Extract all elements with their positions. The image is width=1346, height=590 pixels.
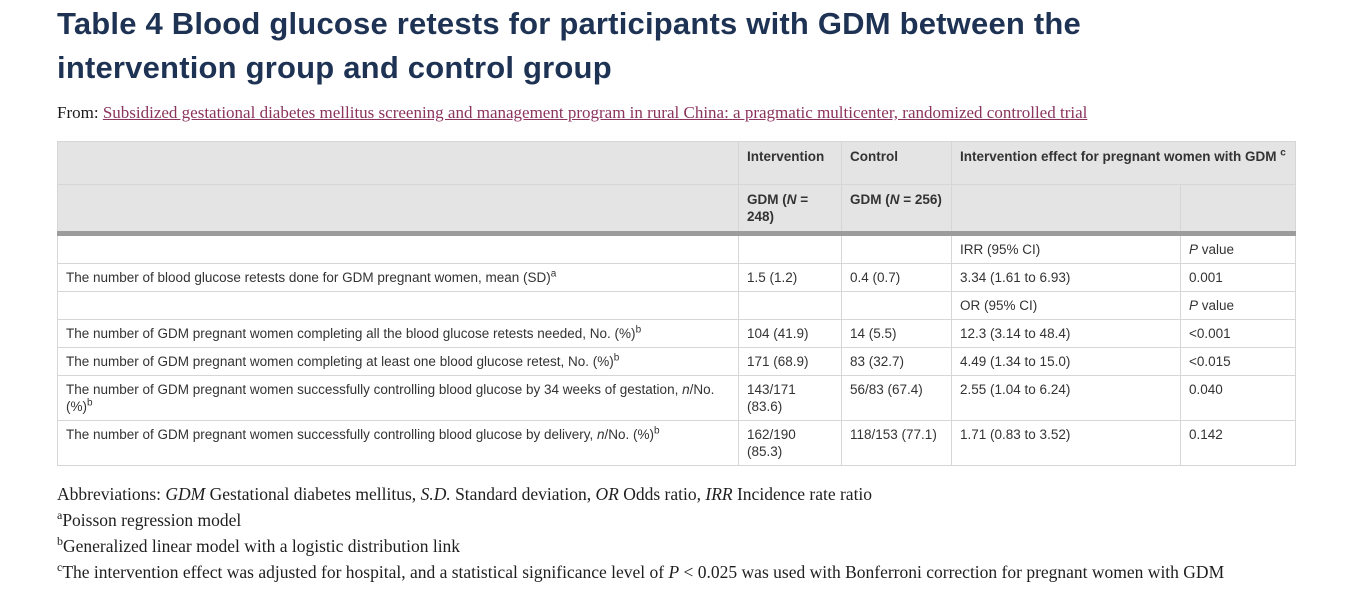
footnote-b: bGeneralized linear model with a logisti… xyxy=(57,534,461,556)
table-cell xyxy=(738,233,842,264)
table-cell: 171 (68.9) xyxy=(738,347,842,376)
table-cell: 3.34 (1.61 to 6.93) xyxy=(951,263,1181,292)
subcol-header-empty-effect xyxy=(951,184,1181,236)
table-cell: 1.5 (1.2) xyxy=(738,263,842,292)
table-cell xyxy=(57,291,739,320)
table-row-irr-subhead: IRR (95% CI) P value xyxy=(57,233,1297,264)
table-cell: 118/153 (77.1) xyxy=(841,420,952,466)
table-cell xyxy=(57,233,739,264)
table-cell: 12.3 (3.14 to 48.4) xyxy=(951,319,1181,348)
table-cell-label: The number of GDM pregnant women complet… xyxy=(57,319,739,348)
table-cell xyxy=(841,233,952,264)
table-cell: 104 (41.9) xyxy=(738,319,842,348)
footnote-a: aPoisson regression model xyxy=(57,508,242,530)
subcol-header-gdm-control: GDM (N = 256) xyxy=(841,184,952,236)
table-cell xyxy=(841,291,952,320)
table-cell: 143/171 (83.6) xyxy=(738,375,842,421)
source-line: From: Subsidized gestational diabetes me… xyxy=(57,103,1330,123)
table-cell-label: The number of GDM pregnant women success… xyxy=(57,375,739,421)
table-cell: <0.001 xyxy=(1179,319,1297,348)
table-cell-label: The number of GDM pregnant women success… xyxy=(57,420,739,466)
col-header-control: Control xyxy=(841,141,952,185)
table-cell-pvalue-header: P value xyxy=(1179,233,1297,264)
table-cell: 14 (5.5) xyxy=(841,319,952,348)
table-cell: 0.4 (0.7) xyxy=(841,263,952,292)
table-cell: 0.040 xyxy=(1179,375,1297,421)
table-footnotes: Abbreviations: GDM Gestational diabetes … xyxy=(57,482,1292,585)
article-source-link[interactable]: Subsidized gestational diabetes mellitus… xyxy=(102,103,1088,122)
table-cell xyxy=(738,291,842,320)
subcol-header-empty-pvalue xyxy=(1179,184,1297,236)
table-header-row-sub: GDM (N = 248) GDM (N = 256) xyxy=(57,184,1297,236)
table-cell-irr-header: IRR (95% CI) xyxy=(951,233,1181,264)
subcol-header-gdm-intervention: GDM (N = 248) xyxy=(738,184,842,236)
abbreviations-note: Abbreviations: GDM Gestational diabetes … xyxy=(57,484,873,504)
table-cell: <0.015 xyxy=(1179,347,1297,376)
table-row-or-subhead: OR (95% CI) P value xyxy=(57,291,1297,320)
table-cell: 83 (32.7) xyxy=(841,347,952,376)
page-title: Table 4 Blood glucose retests for partic… xyxy=(57,6,1081,85)
table-row-control-delivery: The number of GDM pregnant women success… xyxy=(57,420,1297,466)
table-cell-pvalue-header: P value xyxy=(1179,291,1297,320)
subcol-header-empty xyxy=(57,184,739,236)
table-header-row-groups: Intervention Control Intervention effect… xyxy=(57,141,1297,185)
from-label: From: xyxy=(57,103,99,122)
table-cell: 2.55 (1.04 to 6.24) xyxy=(951,375,1181,421)
table-cell: 162/190 (85.3) xyxy=(738,420,842,466)
table-cell: 56/83 (67.4) xyxy=(841,375,952,421)
table-cell-or-header: OR (95% CI) xyxy=(951,291,1181,320)
table-cell: 0.142 xyxy=(1179,420,1297,466)
table-row-at-least-one: The number of GDM pregnant women complet… xyxy=(57,347,1297,376)
table-body: IRR (95% CI) P value The number of blood… xyxy=(57,233,1297,466)
col-header-intervention-effect: Intervention effect for pregnant women w… xyxy=(950,141,1297,185)
col-header-intervention: Intervention xyxy=(738,141,842,185)
footnote-c: cThe intervention effect was adjusted fo… xyxy=(57,560,1225,582)
table-cell: 1.71 (0.83 to 3.52) xyxy=(951,420,1181,466)
table-row-retests-mean: The number of blood glucose retests done… xyxy=(57,263,1297,292)
table-cell: 4.49 (1.34 to 15.0) xyxy=(951,347,1181,376)
table-cell: 0.001 xyxy=(1179,263,1297,292)
table-cell-label: The number of GDM pregnant women complet… xyxy=(57,347,739,376)
table-header: Intervention Control Intervention effect… xyxy=(57,141,1297,236)
results-table: Intervention Control Intervention effect… xyxy=(57,141,1297,466)
table-row-control-34-weeks: The number of GDM pregnant women success… xyxy=(57,375,1297,421)
table-row-completing-all: The number of GDM pregnant women complet… xyxy=(57,319,1297,348)
table-cell-label: The number of blood glucose retests done… xyxy=(57,263,739,292)
col-header-empty xyxy=(57,141,739,185)
